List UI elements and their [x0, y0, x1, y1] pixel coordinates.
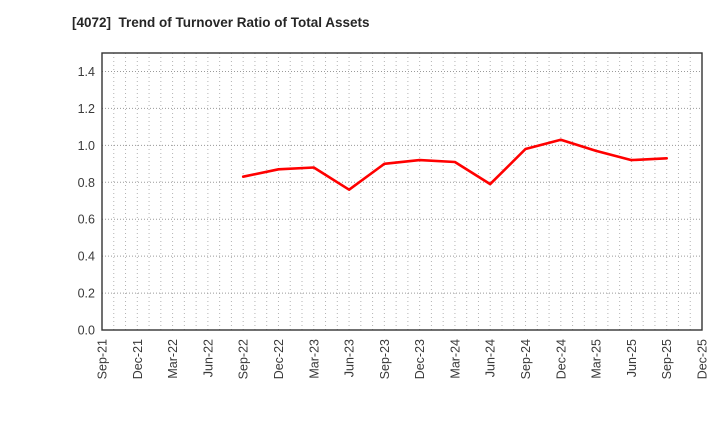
y-tick-label: 1.4 — [78, 65, 95, 79]
y-tick-label: 0.2 — [78, 287, 95, 301]
trend-line — [241, 138, 668, 191]
x-tick-label: Sep-22 — [237, 339, 251, 379]
x-tick-label: Jun-23 — [343, 339, 357, 377]
y-tick-label: 0.0 — [78, 324, 95, 338]
y-tick-label: 1.2 — [78, 102, 95, 116]
x-tick-label: Mar-23 — [307, 339, 321, 379]
y-tick-label: 1.0 — [78, 139, 95, 153]
x-tick-label: Mar-24 — [448, 339, 462, 379]
x-tick-label: Jun-25 — [625, 339, 639, 377]
x-tick-label: Dec-22 — [272, 339, 286, 379]
x-tick-label: Jun-24 — [484, 339, 498, 377]
x-tick-label: Dec-24 — [554, 339, 568, 379]
x-tick-label: Dec-23 — [413, 339, 427, 379]
x-tick-label: Sep-21 — [96, 339, 110, 379]
x-tick-label: Mar-25 — [590, 339, 604, 379]
x-tick-label: Dec-21 — [131, 339, 145, 379]
x-tick-label: Dec-25 — [696, 339, 710, 379]
x-tick-label: Sep-24 — [519, 339, 533, 379]
chart-title: [4072] Trend of Turnover Ratio of Total … — [72, 15, 370, 30]
x-tick-label: Sep-25 — [660, 339, 674, 379]
x-tick-label: Jun-22 — [201, 339, 215, 377]
x-tick-label: Sep-23 — [378, 339, 392, 379]
y-tick-label: 0.4 — [78, 250, 95, 264]
x-tick-label: Mar-22 — [166, 339, 180, 379]
plot-border — [101, 52, 703, 331]
y-tick-label: 0.6 — [78, 213, 95, 227]
y-tick-label: 0.8 — [78, 176, 95, 190]
